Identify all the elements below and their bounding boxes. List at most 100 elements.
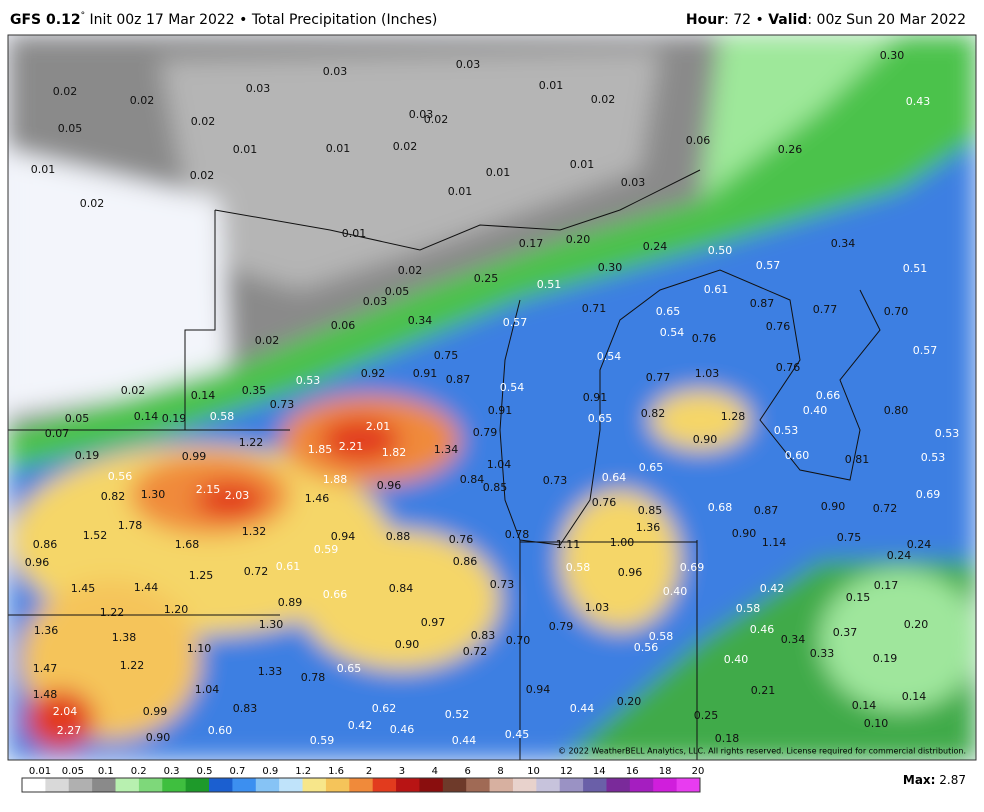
- colorbar-cell: [255, 778, 280, 792]
- precip-value: 1.46: [305, 492, 330, 505]
- precip-value: 0.53: [921, 451, 946, 464]
- precip-value: 0.30: [598, 261, 623, 274]
- precip-value: 0.77: [813, 303, 838, 316]
- precip-value: 0.18: [715, 732, 740, 745]
- precip-value: 0.53: [296, 374, 321, 387]
- precip-value: 0.44: [570, 702, 595, 715]
- colorbar-cell: [489, 778, 514, 792]
- precip-value: 0.97: [421, 616, 446, 629]
- precip-value: 0.24: [643, 240, 668, 253]
- colorbar-label: 16: [626, 766, 639, 777]
- precip-value: 0.30: [880, 49, 905, 62]
- precip-value: 0.57: [503, 316, 528, 329]
- colorbar-cell: [209, 778, 233, 792]
- max-label: Max:: [903, 773, 936, 787]
- colorbar-cell: [372, 778, 397, 792]
- precip-value: 1.38: [112, 631, 137, 644]
- precip-value: 0.02: [393, 140, 418, 153]
- colorbar-label: 4: [432, 766, 438, 777]
- header-part: Hour: [686, 12, 724, 28]
- precip-value: 0.40: [803, 404, 828, 417]
- precip-value: 0.90: [732, 527, 757, 540]
- precip-value: 0.17: [874, 579, 899, 592]
- precip-value: 0.02: [130, 94, 155, 107]
- colorbar-label: 0.01: [29, 766, 51, 777]
- precip-value: 1.11: [556, 538, 581, 551]
- precip-value: 0.53: [935, 427, 960, 440]
- precip-value: 1.47: [33, 662, 58, 675]
- precip-value: 0.01: [342, 227, 367, 240]
- precip-value: 0.99: [182, 450, 207, 463]
- precip-value: 0.03: [456, 58, 481, 71]
- precip-value: 0.44: [452, 734, 477, 747]
- precip-value: 0.90: [821, 500, 846, 513]
- precip-value: 0.42: [348, 719, 373, 732]
- precip-value: 0.70: [506, 634, 531, 647]
- header-part: : 72 •: [724, 12, 768, 28]
- precip-value: 0.59: [310, 734, 335, 747]
- precip-value: 0.77: [646, 371, 671, 384]
- header-part: : 00z Sun 20 Mar 2022: [807, 12, 966, 28]
- precip-value: 0.01: [486, 166, 511, 179]
- precip-value: 0.72: [873, 502, 898, 515]
- precip-value: 1.78: [118, 519, 143, 532]
- map-frame: [7, 34, 977, 761]
- precip-value: 0.24: [907, 538, 932, 551]
- precip-value: 0.76: [766, 320, 791, 333]
- precip-value: 0.02: [191, 115, 216, 128]
- precip-value: 1.03: [585, 601, 610, 614]
- header-part: GFS 0.12: [10, 12, 81, 28]
- precip-value: 0.58: [736, 602, 761, 615]
- precip-value: 0.86: [453, 555, 478, 568]
- colorbar-label: 12: [560, 766, 573, 777]
- precip-value: 0.66: [816, 389, 841, 402]
- precip-value: 0.66: [323, 588, 348, 601]
- precip-value: 2.21: [339, 440, 364, 453]
- colorbar-cell: [419, 778, 444, 792]
- precip-value: 0.25: [474, 272, 499, 285]
- precip-value: 0.84: [389, 582, 414, 595]
- precip-value: 0.60: [785, 449, 810, 462]
- colorbar-cell: [302, 778, 327, 792]
- precip-value: 0.79: [549, 620, 574, 633]
- precip-value: 0.90: [146, 731, 171, 744]
- colorbar-label: 18: [659, 766, 672, 777]
- precip-value: 0.72: [463, 645, 488, 658]
- precip-value: 0.50: [708, 244, 733, 257]
- precip-value: 0.91: [413, 367, 438, 380]
- precip-value: 1.45: [71, 582, 96, 595]
- colorbar-cell: [629, 778, 654, 792]
- precip-value: 0.65: [588, 412, 613, 425]
- colorbar-cell: [138, 778, 163, 792]
- precip-value: 0.59: [314, 543, 339, 556]
- precip-value: 0.54: [500, 381, 525, 394]
- colorbar-cell: [559, 778, 584, 792]
- precip-value: 0.94: [526, 683, 551, 696]
- precip-value: 0.92: [361, 367, 386, 380]
- colorbar-label: 0.7: [229, 766, 245, 777]
- colorbar-cell: [349, 778, 374, 792]
- colorbar-cell: [45, 778, 70, 792]
- header-right: Hour: 72 • Valid: 00z Sun 20 Mar 2022: [686, 12, 966, 28]
- precip-value: 0.69: [916, 488, 941, 501]
- precip-value: 0.51: [537, 278, 562, 291]
- colorbar-cell: [466, 778, 491, 792]
- precip-value: 0.01: [31, 163, 56, 176]
- precip-value: 0.96: [377, 479, 402, 492]
- precip-value: 0.83: [471, 629, 496, 642]
- precip-value: 0.02: [80, 197, 105, 210]
- precip-value: 0.58: [566, 561, 591, 574]
- precip-value: 1.22: [100, 606, 125, 619]
- precip-value: 0.91: [488, 404, 513, 417]
- precip-value: 1.14: [762, 536, 787, 549]
- precip-value: 0.21: [751, 684, 776, 697]
- precip-value: 0.03: [363, 295, 388, 308]
- precip-value: 0.51: [903, 262, 928, 275]
- value-labels: 0.030.030.030.020.020.010.020.030.020.05…: [25, 49, 960, 747]
- precip-value: 0.79: [473, 426, 498, 439]
- precip-value: 0.56: [634, 641, 659, 654]
- precip-value: 0.99: [143, 705, 168, 718]
- colorbar-cell: [325, 778, 350, 792]
- precip-value: 0.68: [708, 501, 733, 514]
